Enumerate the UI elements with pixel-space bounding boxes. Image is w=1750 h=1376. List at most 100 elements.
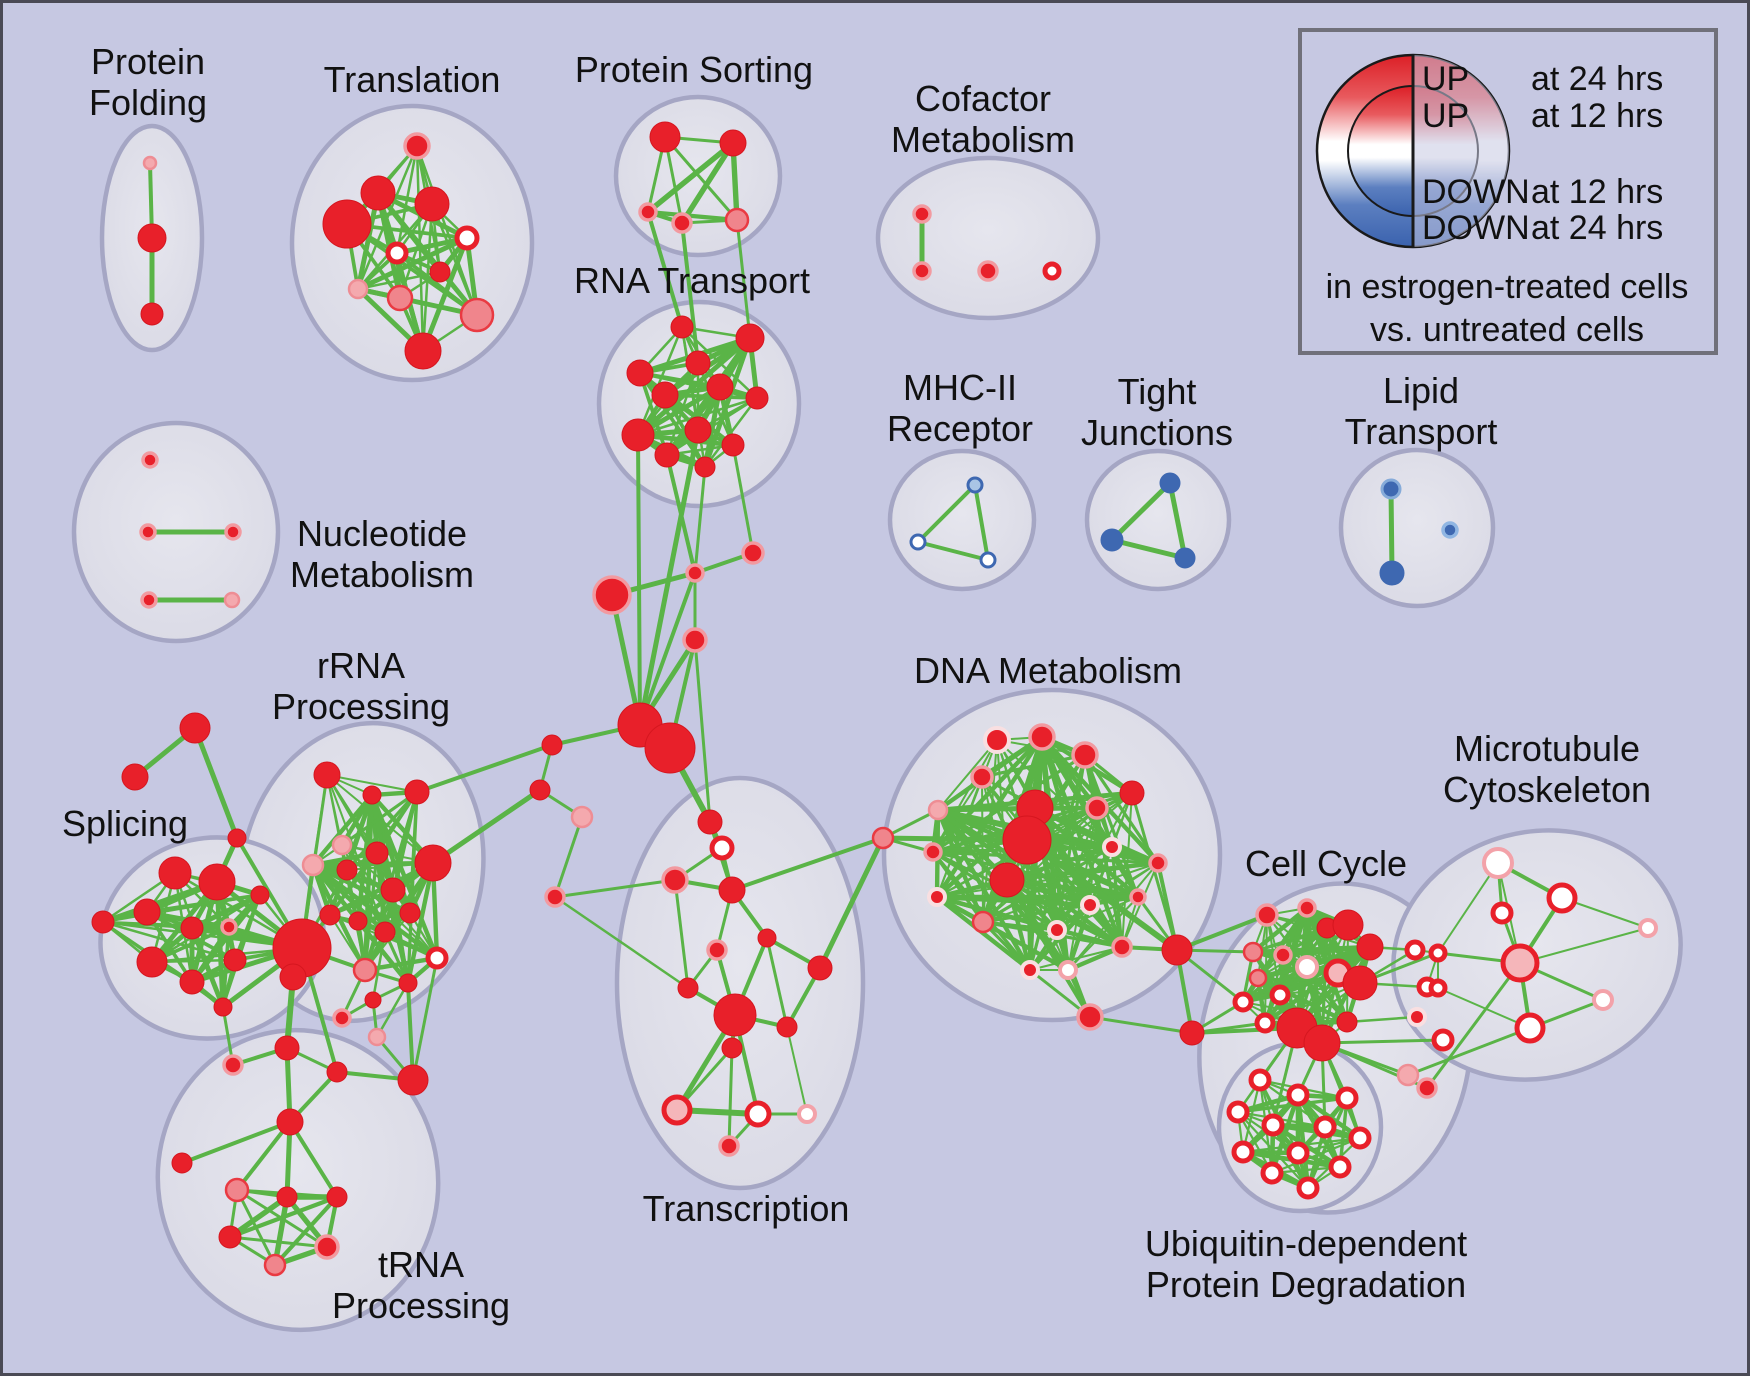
legend-time-0: at 24 hrs	[1531, 60, 1663, 98]
legend-direction-3: DOWN	[1422, 209, 1530, 247]
node-g1b	[279, 963, 307, 991]
node-rr1	[313, 761, 341, 789]
node-mt8	[1592, 989, 1614, 1011]
node-ub9	[1286, 1141, 1310, 1165]
node-ub6	[1313, 1115, 1337, 1139]
node-dm11	[989, 862, 1025, 898]
node-tj3	[1174, 547, 1196, 569]
node-dm12	[1102, 837, 1122, 857]
node-dm14	[927, 887, 947, 907]
node-nm5	[223, 591, 241, 609]
node-sp9	[223, 948, 247, 972]
node-mt3	[1490, 901, 1514, 925]
node-tc10	[713, 993, 757, 1037]
node-tc13	[661, 1094, 693, 1126]
node-sp11	[213, 997, 233, 1017]
node-cc2	[1297, 898, 1317, 918]
node-rr19	[367, 1027, 387, 1047]
node-mt5	[1500, 943, 1540, 983]
node-h2	[644, 722, 696, 774]
cluster-label-cell-cycle: Cell Cycle	[1245, 843, 1407, 884]
node-ub11	[1260, 1161, 1284, 1185]
node-pf1	[142, 155, 158, 171]
node-dm4	[970, 765, 994, 789]
node-sp7	[136, 946, 168, 978]
node-tn3	[326, 1186, 348, 1208]
node-dm2	[1028, 723, 1056, 751]
node-nm3	[224, 523, 242, 541]
node-c1	[685, 563, 705, 583]
cluster-label-translation: Translation	[324, 59, 501, 100]
node-cm4	[1042, 261, 1062, 281]
cluster-label-splicing: Splicing	[62, 803, 188, 844]
legend-direction-1: UP	[1422, 97, 1469, 135]
node-t4	[414, 186, 450, 222]
node-tn2	[276, 1186, 298, 1208]
node-rr3	[404, 779, 430, 805]
node-t5	[454, 225, 480, 251]
node-sp4	[91, 910, 115, 934]
node-tc12	[776, 1016, 798, 1038]
cluster-label-ubiquitin-dependent-protein-degradation: Ubiquitin-dependent Protein Degradation	[1145, 1223, 1467, 1305]
legend-time-1: at 12 hrs	[1531, 97, 1663, 135]
node-cc14	[1254, 1012, 1276, 1034]
node-cc7	[1273, 945, 1293, 965]
cluster-ellipse-tight-junctions	[1084, 448, 1232, 592]
node-dm17	[1080, 895, 1100, 915]
cluster-ellipse-cofactor-metabolism	[875, 155, 1101, 321]
node-ch5	[276, 1108, 304, 1136]
cluster-ellipse-trna-processing	[155, 1027, 441, 1333]
node-mt2	[1546, 882, 1578, 914]
node-cc16	[1303, 1024, 1341, 1062]
cluster-ellipse-transcription	[614, 775, 866, 1191]
cluster-label-transcription: Transcription	[643, 1188, 850, 1229]
node-ub3	[1335, 1086, 1359, 1110]
node-tc14	[744, 1100, 772, 1128]
node-mh1	[966, 476, 984, 494]
cluster-label-protein-folding: Protein Folding	[89, 41, 207, 123]
node-nm1	[141, 451, 159, 469]
node-mtb	[1396, 1063, 1420, 1087]
node-r6	[651, 381, 679, 409]
node-r7	[745, 386, 769, 410]
node-ub4	[1226, 1100, 1250, 1124]
node-cc17	[1336, 1011, 1358, 1033]
node-rr5	[301, 853, 325, 877]
legend-caption-0: in estrogen-treated cells	[1326, 268, 1689, 306]
node-tc15	[797, 1104, 817, 1124]
node-dm18	[1047, 920, 1067, 940]
node-ch3	[326, 1061, 348, 1083]
cluster-label-rna-transport: RNA Transport	[574, 260, 810, 301]
node-rr9	[380, 877, 406, 903]
cluster-label-tight-junctions: Tight Junctions	[1081, 371, 1233, 453]
node-rr2	[362, 785, 382, 805]
node-m1	[541, 734, 563, 756]
node-r9	[684, 416, 712, 444]
node-ch1	[274, 1035, 300, 1061]
node-rr6	[365, 841, 389, 865]
node-sp3	[133, 898, 161, 926]
node-sp1	[158, 856, 192, 890]
node-cc0	[1179, 1020, 1205, 1046]
node-ps3	[638, 202, 658, 222]
node-ch2	[222, 1054, 244, 1076]
node-dm0	[871, 826, 895, 850]
node-cc1	[1255, 903, 1279, 927]
node-t11	[404, 332, 442, 370]
node-m4	[544, 886, 566, 908]
node-ub5	[1261, 1113, 1285, 1137]
node-cc6	[1242, 941, 1264, 963]
node-mh2	[909, 533, 927, 551]
node-rr13	[399, 902, 421, 924]
node-ub1	[1248, 1068, 1272, 1092]
node-tc1	[697, 809, 723, 835]
cluster-label-rrna-processing: rRNA Processing	[272, 645, 450, 727]
node-r5	[706, 373, 734, 401]
node-r3	[626, 359, 654, 387]
node-r4	[685, 350, 711, 376]
node-tc8	[807, 955, 833, 981]
node-ch4	[397, 1064, 429, 1096]
